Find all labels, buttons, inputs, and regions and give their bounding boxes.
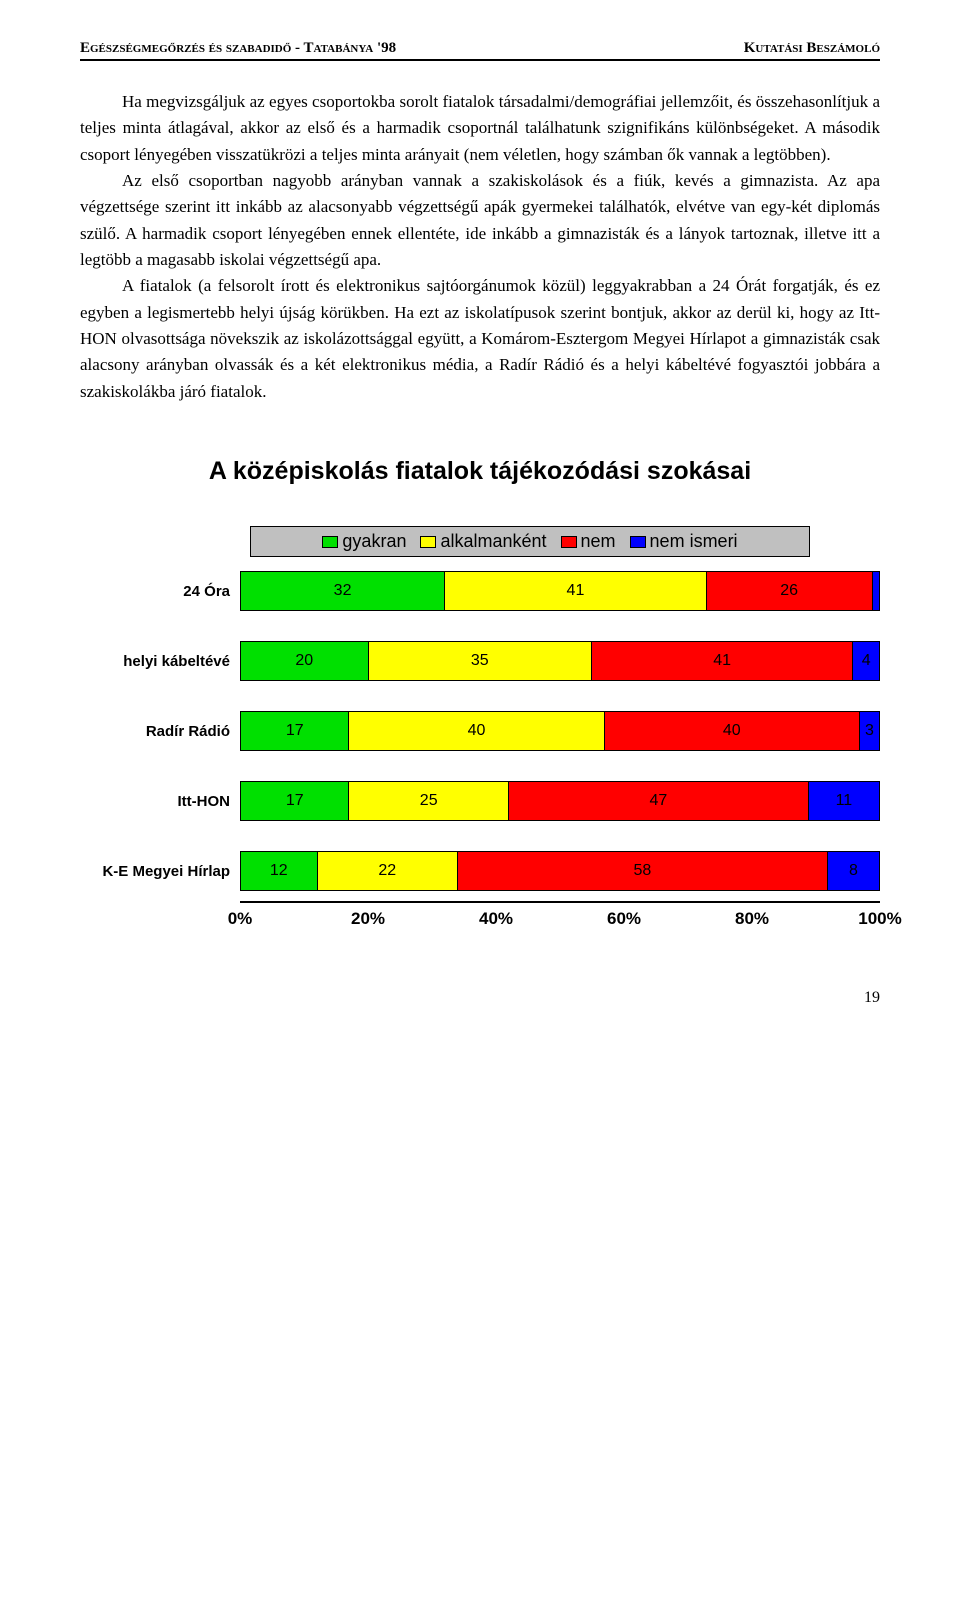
bar-segment: 26 [707,572,873,610]
category-label: Radír Rádió [80,723,240,740]
bar-row: Radír Rádió1740403 [80,711,880,751]
legend-label: nem [581,531,616,552]
chart: gyakranalkalmankéntnemnem ismeri 24 Óra3… [80,526,880,929]
bar-segment: 22 [318,852,458,890]
legend-item: nem [561,531,616,552]
bar-track: 324126 [240,571,880,611]
category-label: helyi kábeltévé [80,653,240,670]
page-number: 19 [80,989,880,1007]
chart-title: A középiskolás fiatalok tájékozódási szo… [80,457,880,486]
bar-row: 24 Óra324126 [80,571,880,611]
bar-segment: 40 [349,712,604,750]
bar-segment: 4 [853,642,879,680]
category-label: K-E Megyei Hírlap [80,863,240,880]
chart-legend: gyakran alkalmanként nem nem ismeri [250,526,810,557]
legend-swatch [420,536,436,548]
bar-segment: 25 [349,782,509,820]
bar-row: helyi kábeltévé2035414 [80,641,880,681]
bar-segment: 11 [809,782,879,820]
category-label: 24 Óra [80,583,240,600]
bar-track: 17254711 [240,781,880,821]
bar-segment: 35 [369,642,592,680]
paragraph-2: Az első csoportban nagyobb arányban vann… [80,168,880,273]
bar-segment: 12 [241,852,318,890]
legend-label: alkalmanként [440,531,546,552]
legend-swatch [561,536,577,548]
bar-segment: 41 [592,642,854,680]
legend-item: alkalmanként [420,531,546,552]
bar-segment: 41 [445,572,707,610]
x-tick: 0% [228,909,253,929]
bar-segment: 17 [241,782,349,820]
x-tick: 40% [479,909,513,929]
x-tick: 100% [858,909,901,929]
chart-x-axis: 0%20%40%60%80%100% [240,901,880,929]
bar-row: Itt-HON17254711 [80,781,880,821]
legend-label: nem ismeri [650,531,738,552]
bar-segment: 3 [860,712,879,750]
bar-track: 2035414 [240,641,880,681]
bar-track: 1222588 [240,851,880,891]
bar-segment [873,572,879,610]
header-left: Egészségmegőrzés és szabadidő - Tatabány… [80,40,396,57]
page-header: Egészségmegőrzés és szabadidő - Tatabány… [80,40,880,61]
bar-track: 1740403 [240,711,880,751]
category-label: Itt-HON [80,793,240,810]
legend-item: nem ismeri [630,531,738,552]
x-tick: 80% [735,909,769,929]
chart-plot: 24 Óra324126helyi kábeltévé2035414Radír … [80,571,880,891]
bar-segment: 20 [241,642,369,680]
paragraph-3: A fiatalok (a felsorolt írott és elektro… [80,273,880,405]
paragraph-1: Ha megvizsgáljuk az egyes csoportokba so… [80,89,880,168]
legend-swatch [630,536,646,548]
legend-label: gyakran [342,531,406,552]
bar-segment: 47 [509,782,809,820]
bar-segment: 40 [605,712,860,750]
bar-segment: 32 [241,572,445,610]
bar-segment: 17 [241,712,349,750]
body-text: Ha megvizsgáljuk az egyes csoportokba so… [80,89,880,405]
legend-swatch [322,536,338,548]
header-right: Kutatási Beszámoló [744,40,880,57]
legend-item: gyakran [322,531,406,552]
bar-segment: 58 [458,852,828,890]
x-tick: 20% [351,909,385,929]
bar-row: K-E Megyei Hírlap1222588 [80,851,880,891]
bar-segment: 8 [828,852,879,890]
x-tick: 60% [607,909,641,929]
